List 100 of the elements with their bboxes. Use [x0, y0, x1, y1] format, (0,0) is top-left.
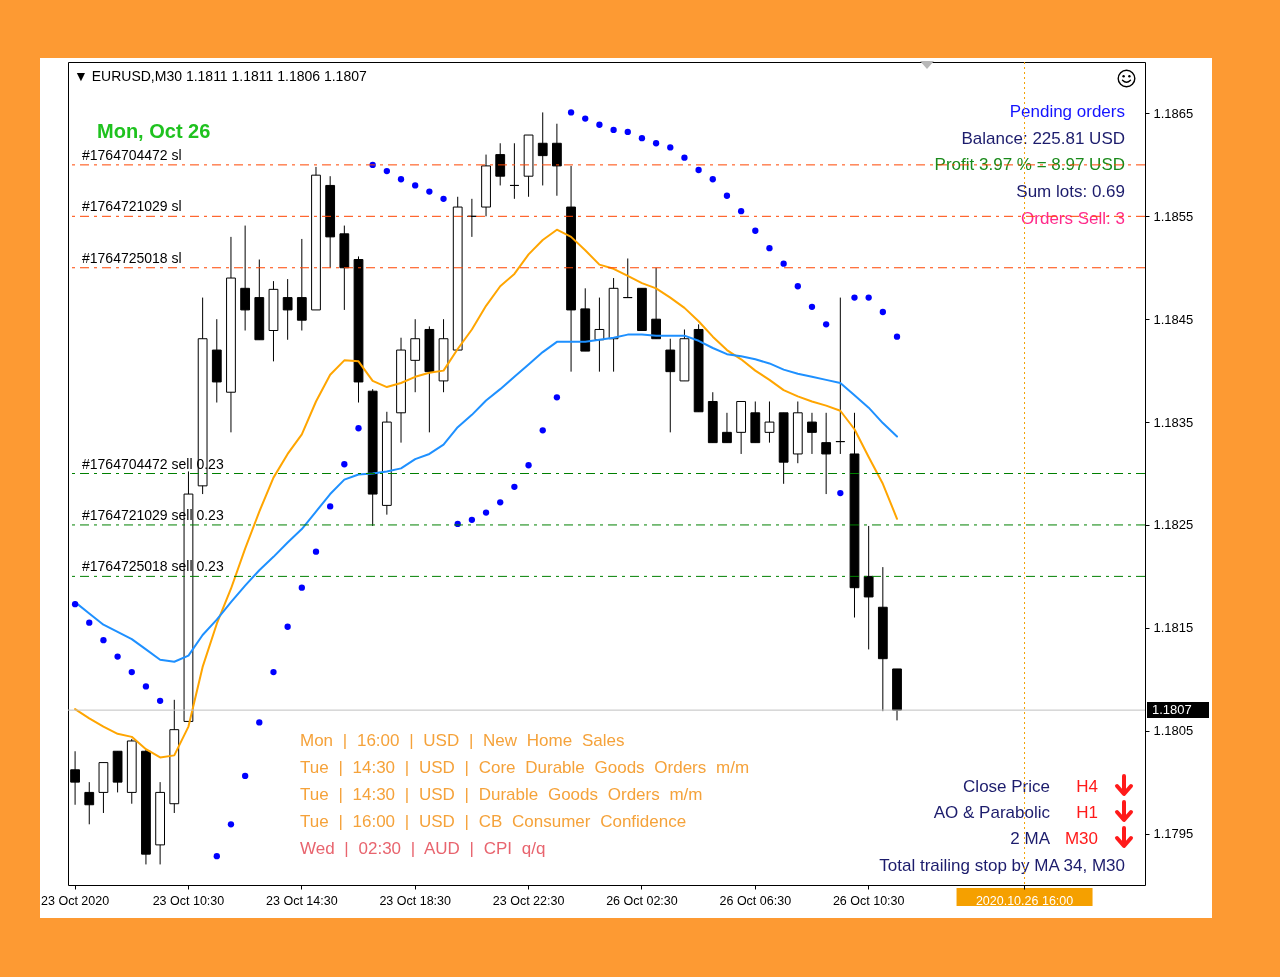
annotation: Tue | 16:00 | USD | CB Consumer Confidence: [300, 811, 687, 831]
candlestick: [821, 412, 832, 495]
point: [681, 154, 688, 161]
ref-line-label: #1764725018 sl: [82, 249, 182, 266]
point: [284, 623, 291, 630]
point: [482, 509, 490, 516]
annotation: AO & Parabolic: [933, 802, 1050, 822]
point: [114, 653, 121, 660]
point: [426, 188, 433, 195]
point: [667, 144, 674, 151]
annotation: H4: [1076, 776, 1098, 796]
line-series: [74, 228, 899, 759]
point: [270, 668, 277, 676]
x-tick-label: 26 Oct 10:30: [832, 893, 905, 908]
annotation: Mon | 16:00 | USD | New Home Sales: [300, 730, 625, 750]
point: [539, 427, 546, 434]
point: [582, 115, 589, 122]
x-tick-label: 2020.10.26 16:00: [975, 893, 1074, 908]
annotation: Tue | 14:30 | USD | Core Durable Goods Orders m/m: [300, 757, 750, 777]
ref-line-label: #1764704472 sl: [82, 146, 182, 163]
candlestick: [863, 525, 874, 650]
annotation: H1: [1076, 802, 1098, 822]
point: [610, 126, 617, 134]
candlestick: [296, 238, 307, 331]
point: [851, 294, 858, 301]
point: [652, 140, 660, 147]
point: [638, 134, 646, 142]
annotation: Sum lots: 0.69: [1016, 181, 1125, 201]
annotation: Wed | 02:30 | AUD | CPI q/q: [300, 838, 546, 858]
ref-line-label: #1764725018 sell 0.23: [82, 558, 224, 575]
point: [695, 166, 702, 174]
candlestick: [410, 318, 421, 393]
point: [355, 425, 362, 432]
x-tick-label: 23 Oct 2020: [41, 893, 110, 908]
candlestick: [282, 278, 293, 341]
point: [497, 499, 504, 506]
annotation: Mon, Oct 26: [97, 120, 211, 142]
y-tick-label: 1.1805: [1153, 723, 1194, 739]
point: [752, 227, 759, 234]
point: [312, 548, 320, 555]
candlestick: [84, 781, 95, 825]
point: [822, 321, 830, 328]
annotation: Close Price: [963, 776, 1050, 796]
point: [511, 483, 518, 491]
candlestick: [240, 225, 251, 331]
ref-line-label: #1764721029 sl: [82, 198, 182, 215]
point: [737, 208, 745, 215]
point: [327, 503, 334, 510]
point: [780, 260, 787, 267]
point: [525, 462, 532, 469]
point: [794, 283, 801, 290]
candlestick: [651, 267, 661, 340]
annotation: Total trailing stop by MA 34, M30: [879, 855, 1125, 875]
point: [241, 772, 249, 780]
candlestick: [665, 338, 676, 433]
point: [596, 121, 603, 128]
point: [298, 584, 305, 591]
point: [128, 668, 135, 676]
point: [397, 176, 405, 183]
candlestick: [722, 412, 732, 444]
candlestick: [495, 142, 506, 186]
annotation: M30: [1064, 828, 1098, 848]
x-tick-label: 23 Oct 18:30: [379, 893, 452, 908]
annotation: Pending orders: [1009, 101, 1125, 121]
point: [879, 308, 886, 316]
point: [553, 394, 561, 401]
point: [213, 853, 220, 860]
point: [865, 294, 872, 301]
x-tick-label: 26 Oct 06:30: [719, 893, 792, 908]
point: [227, 821, 235, 828]
x-tick-label: 23 Oct 22:30: [492, 893, 565, 908]
point: [156, 697, 164, 705]
y-tick-label: 1.1835: [1153, 414, 1194, 430]
point: [468, 516, 476, 523]
point: [383, 167, 391, 175]
x-tick-label: 23 Oct 10:30: [152, 893, 225, 908]
point: [440, 195, 447, 202]
point: [624, 128, 631, 136]
text: ▼ EURUSD,M30 1.1811 1.1811 1.1806 1.1807: [74, 68, 367, 84]
point: [766, 245, 773, 252]
annotation: Balance: 225.81 USD: [961, 128, 1125, 148]
annotation: Tue | 14:30 | USD | Durable Goods Orders m/m: [300, 784, 703, 804]
point: [893, 333, 901, 340]
x-tick-label: 26 Oct 02:30: [606, 893, 678, 908]
point: [100, 637, 107, 644]
candlestick: [764, 400, 775, 444]
annotation: 2 MA: [1010, 828, 1050, 848]
point: [71, 601, 79, 608]
candlestick: [552, 123, 562, 197]
candlestick: [537, 111, 548, 186]
y-tick-label: 1.1865: [1153, 105, 1194, 121]
point: [86, 619, 93, 626]
point: [709, 176, 716, 183]
point: [723, 192, 731, 199]
point: [567, 109, 575, 116]
ref-line-label: 1.1807: [1152, 702, 1192, 718]
point: [142, 683, 150, 690]
point: [837, 489, 844, 497]
point: [256, 719, 263, 726]
point: [808, 303, 816, 310]
